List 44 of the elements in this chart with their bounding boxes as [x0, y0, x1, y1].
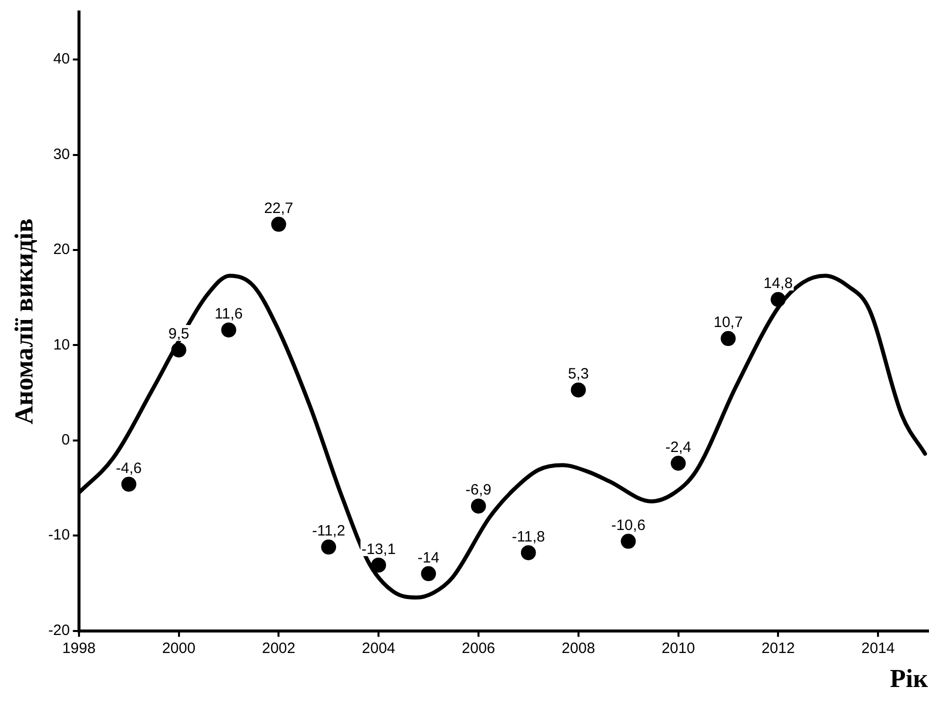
point — [620, 534, 636, 549]
y-tick-label: 10 — [53, 336, 70, 354]
x-axis-title: Рік — [890, 664, 928, 694]
x-tick-label: 2002 — [262, 640, 296, 657]
data-label: 14,8 — [764, 275, 793, 292]
x-tick-label: 2006 — [462, 640, 496, 657]
point — [221, 322, 236, 338]
data-label: -6,9 — [466, 482, 492, 499]
data-label: 9,5 — [168, 326, 190, 343]
data-label: -13,1 — [361, 540, 396, 558]
point — [520, 545, 536, 560]
y-tick-label: -20 — [48, 622, 70, 639]
point — [371, 558, 386, 573]
point — [720, 331, 736, 346]
point — [470, 498, 486, 514]
data-label: 5,3 — [568, 366, 589, 383]
x-tick-label: 1998 — [62, 640, 96, 657]
y-tick-label: 30 — [53, 146, 70, 163]
point — [121, 476, 136, 492]
x-tick-label: 2004 — [362, 640, 396, 657]
y-tick-label: -10 — [48, 526, 70, 544]
data-label: -2,4 — [665, 438, 692, 456]
y-tick-label: 0 — [62, 432, 70, 449]
y-axis-title: Аномалії викидів — [9, 218, 38, 424]
data-label: -11,2 — [312, 522, 346, 540]
x-tick-label: 2000 — [162, 640, 196, 657]
data-label: -14 — [418, 549, 440, 566]
y-tick-label: 40 — [53, 50, 70, 68]
x-tick-label: 2010 — [662, 640, 695, 657]
data-label: -10,6 — [611, 516, 646, 534]
point — [321, 540, 336, 555]
x-tick-label: 2008 — [562, 640, 596, 657]
point — [670, 456, 686, 471]
data-label: 11,6 — [214, 306, 243, 323]
point — [421, 566, 436, 582]
point — [570, 382, 586, 398]
data-label: 22,7 — [264, 200, 294, 217]
data-label: -4,6 — [116, 460, 142, 477]
data-label: 10,7 — [714, 314, 743, 332]
x-tick-label: 2012 — [761, 640, 795, 657]
y-tick-label: 20 — [53, 241, 70, 258]
data-label: -11,8 — [512, 528, 545, 546]
point — [271, 216, 286, 232]
x-tick-label: 2014 — [861, 640, 895, 657]
